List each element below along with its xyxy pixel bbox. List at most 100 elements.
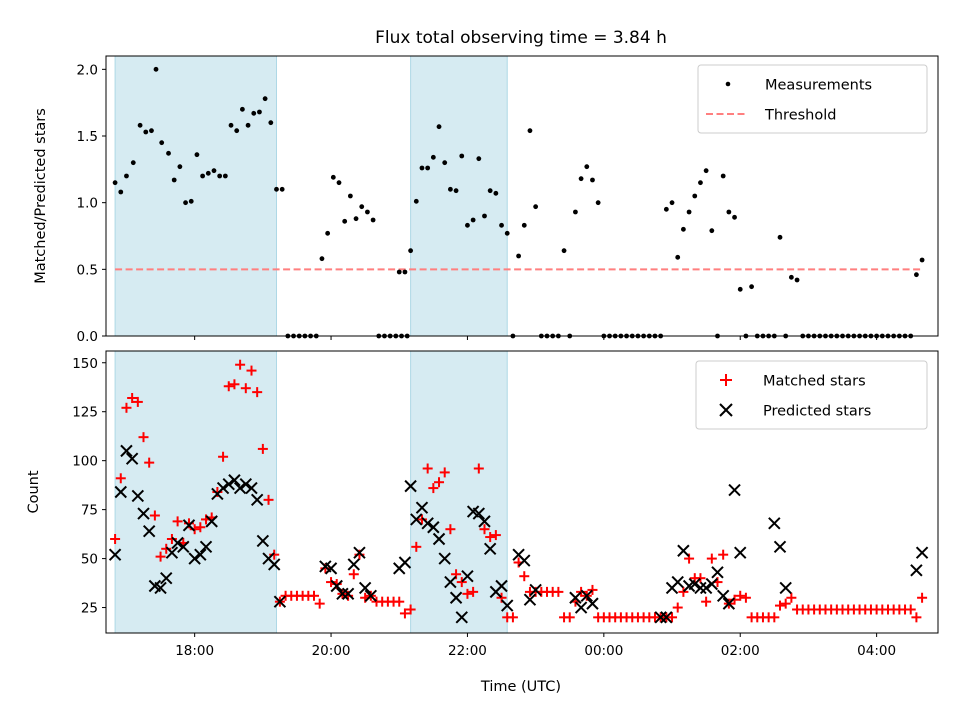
- predicted-star-point: [194, 548, 207, 561]
- bottom-subplot: Count Time (UTC) 25 50 75 100 125 150 18:00 20…: [26, 350, 939, 695]
- predicted-x-b: [245, 481, 258, 495]
- predicted-star-point: [142, 524, 156, 538]
- x-tick-label: 04:00: [857, 643, 896, 659]
- measurement-point: [159, 140, 165, 146]
- predicted-star-point: [171, 536, 184, 550]
- predicted-x-b: [199, 540, 213, 554]
- measurement-point: [453, 188, 459, 194]
- matched-star-point: [394, 596, 405, 607]
- measurement-point: [504, 230, 510, 236]
- predicted-x-b: [273, 595, 287, 608]
- measurement-point: [590, 177, 595, 183]
- matched-star-point: [240, 383, 251, 394]
- predicted-star-point: [239, 477, 253, 491]
- predicted-x-b: [250, 493, 264, 507]
- matched-star-point: [132, 396, 143, 407]
- matched-star-point: [769, 612, 780, 623]
- predicted-star-point: [268, 558, 281, 571]
- measurement-point: [573, 209, 578, 215]
- predicted-star-point: [580, 589, 593, 602]
- predicted-x-b: [768, 517, 781, 530]
- matched-star-point: [252, 387, 263, 398]
- predicted-x-b: [177, 540, 190, 554]
- predicted-x-b: [523, 593, 537, 606]
- predicted-star-point: [364, 589, 378, 602]
- predicted-star-point: [330, 579, 343, 593]
- bottom-legend: Matched stars Predicted stars: [695, 360, 928, 430]
- predicted-star-point: [256, 534, 270, 548]
- predicted-x-b: [319, 560, 332, 573]
- predicted-x-b: [716, 589, 730, 602]
- measurement-point: [749, 284, 754, 290]
- measurement-point: [365, 209, 370, 215]
- predicted-x-b: [461, 570, 474, 583]
- predicted-x-b: [347, 558, 360, 571]
- matched-star-point: [229, 379, 240, 390]
- predicted-star-point: [205, 515, 218, 528]
- measurement-point: [183, 200, 188, 206]
- measurement-point: [698, 180, 703, 186]
- predicted-x-b: [427, 521, 440, 534]
- predicted-star-point: [734, 546, 747, 559]
- measurement-point: [584, 164, 590, 170]
- predicted-x-b: [364, 589, 378, 602]
- matched-star-point: [189, 524, 200, 535]
- predicted-star-point: [438, 552, 451, 565]
- matched-star-point: [672, 602, 683, 613]
- matched-star-point: [905, 604, 916, 615]
- predicted-star-point: [398, 556, 412, 569]
- matched-star-point: [399, 608, 410, 619]
- predicted-star-point: [415, 501, 429, 514]
- predicted-star-point: [523, 593, 537, 606]
- measurement-point: [533, 204, 539, 210]
- predicted-x-b: [233, 481, 247, 495]
- matched-star-point: [667, 612, 678, 623]
- predicted-star-point: [165, 546, 179, 559]
- measurement-point: [336, 180, 342, 186]
- predicted-star-point: [478, 515, 491, 528]
- measurement-point: [487, 188, 493, 194]
- matched-star-point: [485, 532, 496, 543]
- predicted-star-point: [421, 517, 434, 530]
- predicted-x-b: [773, 540, 787, 554]
- predicted-star-point: [495, 579, 508, 593]
- measurements-legend-label: Measurements: [765, 78, 872, 94]
- measurement-point: [239, 106, 245, 112]
- measurement-point: [177, 164, 183, 170]
- predicted-x-b: [228, 474, 241, 487]
- threshold-legend-label: Threshold: [764, 108, 836, 124]
- measurement-point: [228, 122, 234, 128]
- matched-star-point: [490, 530, 501, 541]
- measurement-point: [794, 277, 800, 283]
- top-axes-frame: [105, 55, 939, 337]
- shaded-interval: [410, 350, 508, 634]
- predicted-x-b: [188, 552, 201, 565]
- matched-star-point: [701, 596, 712, 607]
- predicted-x-b: [722, 597, 736, 610]
- predicted-star-point: [222, 477, 235, 491]
- matched-star-point: [115, 473, 126, 484]
- predicted-star-point: [586, 597, 599, 610]
- predicted-star-point: [120, 444, 133, 458]
- bottom-x-ticks: 18:00 20:00 22:00 00:00 02:00 04:00: [175, 633, 896, 659]
- predicted-x-b: [569, 591, 582, 604]
- predicted-x-b: [125, 452, 139, 465]
- measurement-point: [703, 168, 709, 174]
- measurement-point: [137, 122, 143, 128]
- predicted-star-point: [574, 601, 588, 614]
- matched-star-point: [439, 467, 450, 478]
- matched-star-point: [155, 551, 166, 562]
- predicted-star-point: [199, 540, 213, 554]
- matched-star-point: [507, 612, 518, 623]
- predicted-x-b: [438, 552, 451, 565]
- measurement-point: [499, 222, 504, 228]
- measurement-point: [459, 153, 465, 159]
- predicted-x-b: [466, 505, 480, 518]
- measurement-point: [124, 173, 129, 179]
- predicted-star-point: [455, 611, 468, 624]
- predicted-star-point: [404, 479, 417, 493]
- predicted-x-b: [699, 581, 713, 595]
- predicted-x-b: [728, 483, 741, 497]
- predicted-star-point: [358, 581, 372, 595]
- top-y-tick-label: 2.0: [77, 62, 98, 78]
